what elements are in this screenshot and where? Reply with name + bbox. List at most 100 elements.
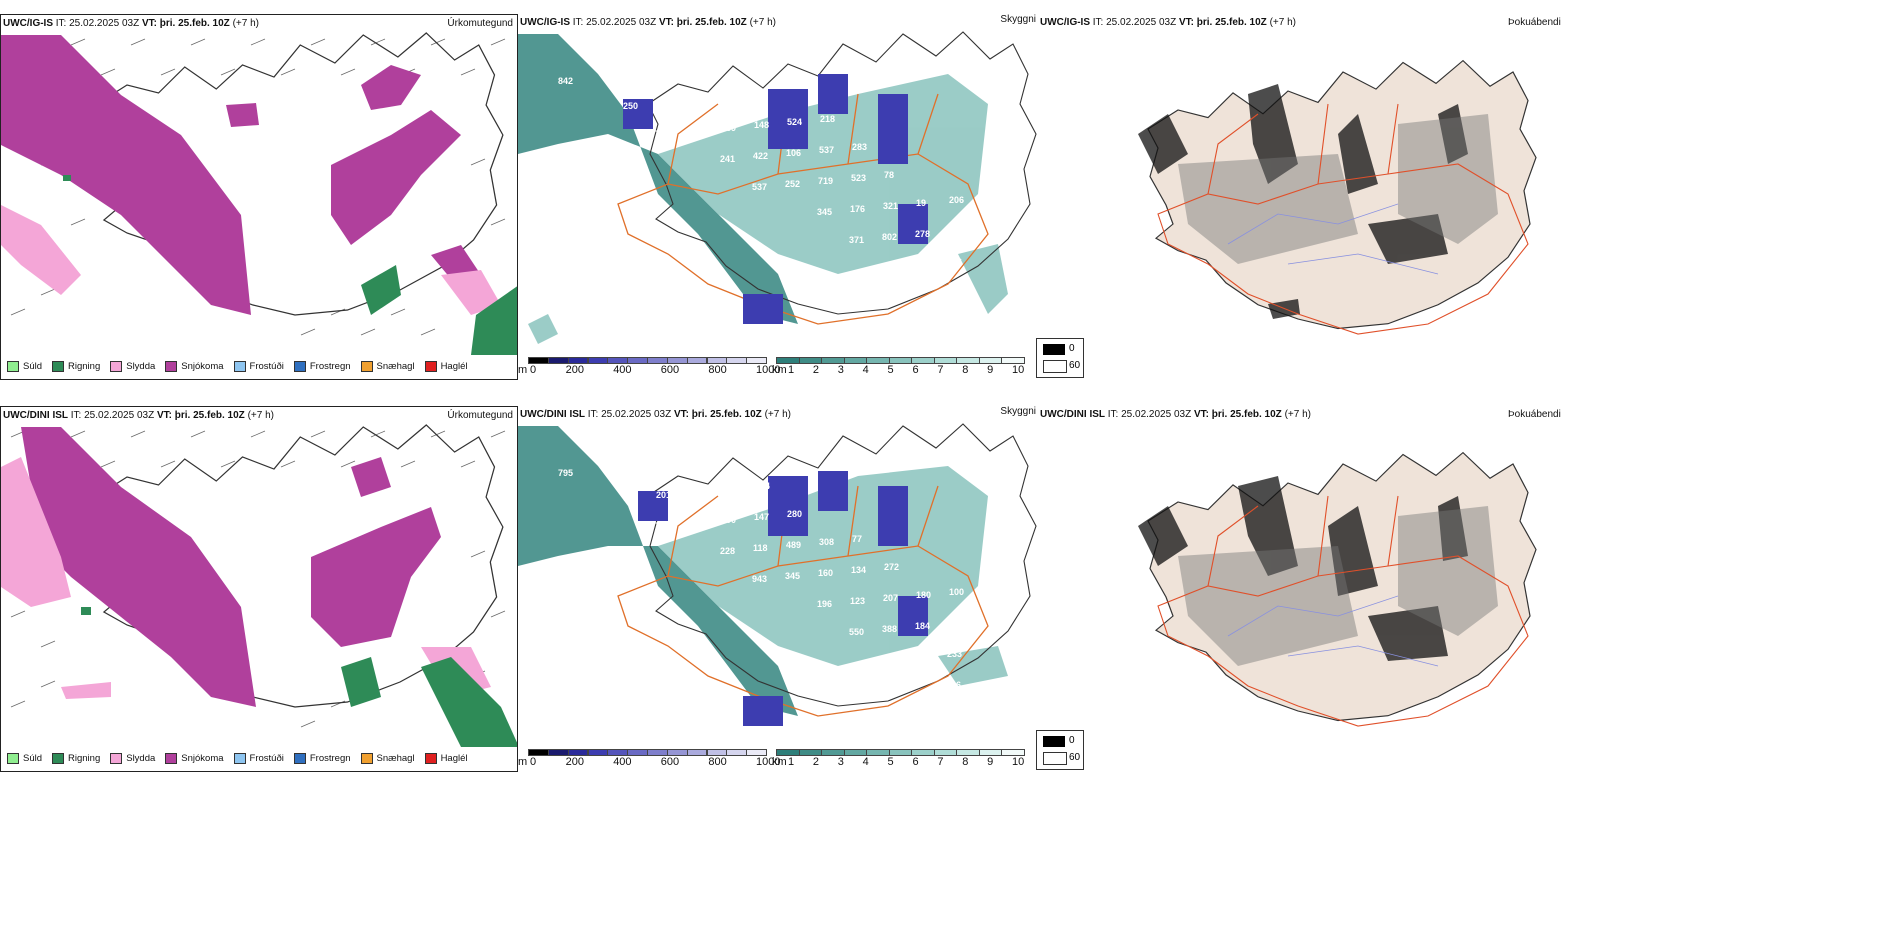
ceiling-label: 120 <box>658 276 673 286</box>
fog-scale-white <box>1043 752 1067 765</box>
ceiling-labels: 795 771 943 550 286 991 228 196 282 204 220 345 388 2… <box>558 468 964 715</box>
legend-item-5: Frostregn <box>293 360 351 372</box>
visibility-tick: 9 <box>987 364 994 376</box>
ceiling-bar-cell <box>746 357 767 364</box>
legend-item-1: Rigning <box>52 752 100 764</box>
ceiling-label: 134 <box>851 565 866 575</box>
ceiling-bar-cell <box>726 749 748 756</box>
bottom-precip-map <box>1 424 517 747</box>
ceiling-bar-cell <box>607 357 629 364</box>
ceiling-label: 283 <box>852 142 867 152</box>
visibility-bar-cell <box>866 749 890 756</box>
visibility-tick: 9 <box>987 756 994 768</box>
ceiling-label: 201 <box>656 490 671 500</box>
visibility-bar-cell <box>798 357 823 364</box>
bottom-vis-header: UWC/DINI ISL IT: 25.02.2025 03Z VT: þri.… <box>520 409 791 420</box>
fog-scale-black-label: 0 <box>1069 343 1075 354</box>
ceiling-label: 106 <box>786 148 801 158</box>
ceiling-label: 317 <box>688 126 703 136</box>
ceiling-label: 207 <box>883 593 898 603</box>
ceiling-label: 241 <box>720 154 735 164</box>
ceiling-bar-cell <box>726 357 748 364</box>
legend-swatch <box>165 360 178 372</box>
ceiling-label: 842 <box>558 76 573 86</box>
ceiling-tick: 0 <box>530 756 537 768</box>
visibility-bar-cell <box>821 749 845 756</box>
legend-item-2: Slydda <box>110 360 155 372</box>
visibility-unit: km <box>772 756 787 768</box>
ceiling-label: 663 <box>559 285 574 295</box>
legend-swatch <box>360 360 373 372</box>
ceiling-tick: 400 <box>613 756 632 768</box>
visibility-bar-cell <box>888 749 913 756</box>
legend-swatch <box>424 360 437 372</box>
ceiling-label: 262 <box>591 313 606 323</box>
ceiling-label: 176 <box>850 204 865 214</box>
ceiling-label: 533 <box>689 95 704 105</box>
top-fog-panel: UWC/IG-IS IT: 25.02.2025 03Z VT: þri. 25… <box>1038 14 1900 380</box>
visibility-bar-cell <box>1001 357 1025 364</box>
visibility-tick: 5 <box>887 756 894 768</box>
ceiling-label: 489 <box>786 540 801 550</box>
visibility-tick: 10 <box>1012 364 1025 376</box>
ceiling-label: 311 <box>914 260 929 270</box>
visibility-tick: 3 <box>837 756 844 768</box>
fog-dark-areas <box>1138 84 1468 319</box>
ceiling-label: 180 <box>916 590 931 600</box>
ceiling-tick: 0 <box>530 364 537 376</box>
legend-item-1: Rigning <box>52 360 100 372</box>
ceiling-tick: 800 <box>708 364 727 376</box>
visibility-bar-cell <box>911 749 935 756</box>
ceiling-labels: 842 747 537 371 308 250 241 345 311 262 317 252 802 6… <box>558 76 964 323</box>
ceiling-bar-cell <box>647 749 668 756</box>
ceiling-label: 550 <box>849 627 864 637</box>
visibility-tick: 6 <box>912 756 919 768</box>
visibility-tick: 1 <box>788 364 795 376</box>
visibility-tick: 7 <box>937 756 944 768</box>
ceiling-label: 78 <box>884 170 894 180</box>
legend-item-5: Frostregn <box>293 752 351 764</box>
ceiling-label: 127 <box>948 226 963 236</box>
legend-label: Haglél <box>440 752 468 764</box>
visibility-bar-cell <box>933 749 958 756</box>
visibility-tick: 2 <box>812 364 819 376</box>
legend-label: Frostúði <box>249 752 284 764</box>
top-vis-header: UWC/IG-IS IT: 25.02.2025 03Z VT: þri. 25… <box>520 17 776 28</box>
ceiling-label: 345 <box>817 207 832 217</box>
legend-swatch <box>233 360 246 372</box>
bottom-colorbars: m 0 200 400 600 800 1000 km 1 2 3 4 5 6 7 8 9 10 <box>518 747 1038 769</box>
ceiling-bar-cell <box>587 749 609 756</box>
ceiling-label: 99 <box>690 696 700 706</box>
ceiling-label: 537 <box>819 145 834 155</box>
ceiling-unit: m <box>518 756 528 768</box>
legend-item-4: Frostúði <box>233 360 284 372</box>
legend-label: Súld <box>23 752 43 764</box>
ceiling-bar-cell <box>666 357 688 364</box>
top-precip-header: UWC/IG-IS IT: 25.02.2025 03Z VT: þri. 25… <box>3 18 259 29</box>
bottom-fog-panel: UWC/DINI ISL IT: 25.02.2025 03Z VT: þri.… <box>1038 406 1900 772</box>
top-vis-map: 842 747 537 371 308 250 241 345 311 262 317 252 802 6… <box>518 31 1037 344</box>
legend-label: Snjókoma <box>181 360 224 372</box>
legend-item-3: Snjókoma <box>165 360 224 372</box>
visibility-bar-cell <box>843 357 868 364</box>
legend-item-3: Snjókoma <box>165 752 224 764</box>
ceiling-label: 228 <box>720 546 735 556</box>
visibility-tick: 4 <box>862 364 869 376</box>
ceiling-label: 272 <box>884 562 899 572</box>
ceiling-label: 200 <box>721 515 736 525</box>
ceiling-label: 163 <box>657 307 672 317</box>
bottom-fog-header: UWC/DINI ISL IT: 25.02.2025 03Z VT: þri.… <box>1040 409 1311 420</box>
ceiling-label: 252 <box>785 179 800 189</box>
ceiling-label: 345 <box>785 571 800 581</box>
ceiling-label: 154 <box>755 481 770 491</box>
top-fog-scale: 0 60 <box>1036 338 1084 378</box>
ceiling-label: 569 <box>721 123 736 133</box>
ceiling-tick: 1000 <box>756 364 781 376</box>
ceiling-label: 322 <box>625 671 640 681</box>
ceiling-label: 589 <box>722 484 737 494</box>
low-vis-areas <box>518 34 798 324</box>
ceiling-label: 160 <box>818 568 833 578</box>
ceiling-label: 158 <box>561 615 576 625</box>
ceiling-bar-cell <box>567 357 589 364</box>
sleet-areas <box>1 205 501 315</box>
